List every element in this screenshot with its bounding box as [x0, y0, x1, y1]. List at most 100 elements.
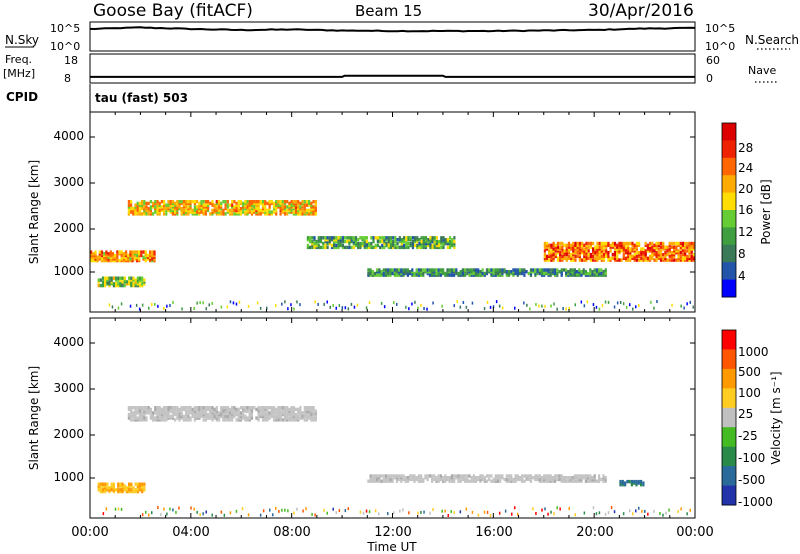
- power-cell: [405, 305, 407, 309]
- power-cell: [119, 282, 122, 286]
- power-cell: [149, 205, 152, 209]
- power-cell: [314, 203, 317, 207]
- power-cell: [315, 239, 318, 244]
- velocity-cell: [517, 512, 519, 516]
- power-cell: [284, 300, 286, 304]
- power-cell: [624, 258, 628, 262]
- power-cell: [109, 252, 112, 256]
- power-cell: [629, 251, 632, 255]
- velocity-cell: [387, 477, 390, 482]
- power-cell: [281, 208, 284, 213]
- power-cell: [576, 245, 579, 249]
- power-cell: [387, 271, 390, 276]
- power-cell: [138, 201, 141, 206]
- power-cell: [374, 236, 377, 240]
- power-cell: [143, 208, 146, 213]
- power-cell: [98, 250, 101, 254]
- power-cell: [158, 201, 161, 206]
- power-cell: [459, 305, 462, 309]
- velocity-cell: [545, 474, 548, 478]
- power-cell: [286, 205, 289, 209]
- velocity-cell: [435, 479, 438, 483]
- velocity-cell: [395, 479, 399, 483]
- power-cell: [602, 252, 606, 257]
- velocity-cell: [589, 477, 592, 482]
- velocity-cell: [292, 418, 295, 422]
- power-cell: [477, 273, 480, 277]
- power-cell: [409, 241, 412, 246]
- power-cell: [598, 254, 601, 259]
- power-cell: [376, 236, 379, 240]
- power-cell: [611, 245, 614, 249]
- power-cell: [440, 241, 443, 246]
- power-cell: [534, 273, 537, 277]
- power-cell: [400, 273, 403, 277]
- velocity-cell: [308, 414, 311, 419]
- power-cell: [147, 206, 150, 211]
- velocity-cell: [130, 411, 133, 415]
- power-cell: [255, 200, 258, 204]
- power-cell: [569, 273, 572, 277]
- power-cell: [266, 201, 269, 206]
- velocity-cell: [525, 476, 528, 480]
- vel-ytick-4000: 4000: [53, 335, 84, 349]
- power-cell: [411, 273, 414, 277]
- power-cell: [649, 243, 652, 247]
- power-cell: [545, 268, 548, 272]
- velocity-cell: [246, 416, 249, 420]
- power-cell: [567, 245, 571, 249]
- power-cell: [501, 306, 504, 310]
- power-cell: [292, 203, 295, 207]
- power-cell: [326, 241, 329, 246]
- power-cell: [381, 239, 384, 244]
- power-cell: [121, 283, 124, 288]
- power-cell: [442, 245, 445, 250]
- power-cell: [337, 236, 340, 240]
- velocity-cell: [202, 512, 204, 516]
- power-cell: [242, 203, 245, 207]
- power-cell: [572, 243, 575, 247]
- power-cell: [100, 257, 104, 261]
- velocity-cell: [138, 411, 141, 415]
- power-cell: [604, 268, 607, 272]
- power-cell: [400, 245, 403, 250]
- velocity-cell: [470, 476, 473, 480]
- power-cell: [563, 249, 566, 253]
- power-cell: [574, 243, 577, 247]
- velocity-cell: [163, 406, 166, 410]
- power-cell: [440, 236, 443, 240]
- velocity-cell: [264, 406, 267, 410]
- power-cell: [242, 201, 245, 206]
- velocity-cell: [163, 507, 165, 511]
- velocity-cell: [314, 414, 317, 419]
- velocity-cell: [233, 406, 236, 410]
- velocity-cell: [305, 414, 309, 419]
- power-cell: [690, 247, 693, 251]
- power-cell: [392, 245, 395, 250]
- power-cell: [581, 247, 584, 251]
- velocity-cell: [172, 508, 174, 512]
- velocity-cell: [619, 479, 622, 484]
- velocity-cell: [266, 414, 269, 419]
- velocity-cell: [97, 488, 100, 492]
- power-cell: [380, 270, 383, 274]
- power-cell: [655, 243, 658, 247]
- velocity-cell: [477, 477, 480, 482]
- velocity-cell: [202, 411, 205, 415]
- power-cell: [105, 257, 108, 261]
- power-cell: [288, 208, 291, 213]
- power-cell: [424, 270, 427, 274]
- power-cell: [116, 250, 119, 254]
- velocity-cell: [123, 484, 126, 488]
- velocity-cell: [507, 477, 511, 482]
- power-cell: [618, 243, 621, 247]
- power-cell: [189, 200, 192, 204]
- power-cell: [619, 301, 622, 304]
- power-cell: [178, 200, 181, 204]
- velocity-cell: [156, 414, 159, 419]
- power-cell: [368, 301, 371, 305]
- power-cell: [108, 276, 111, 280]
- power-cell: [556, 307, 558, 311]
- power-cell: [613, 252, 617, 257]
- velocity-cell: [591, 479, 594, 483]
